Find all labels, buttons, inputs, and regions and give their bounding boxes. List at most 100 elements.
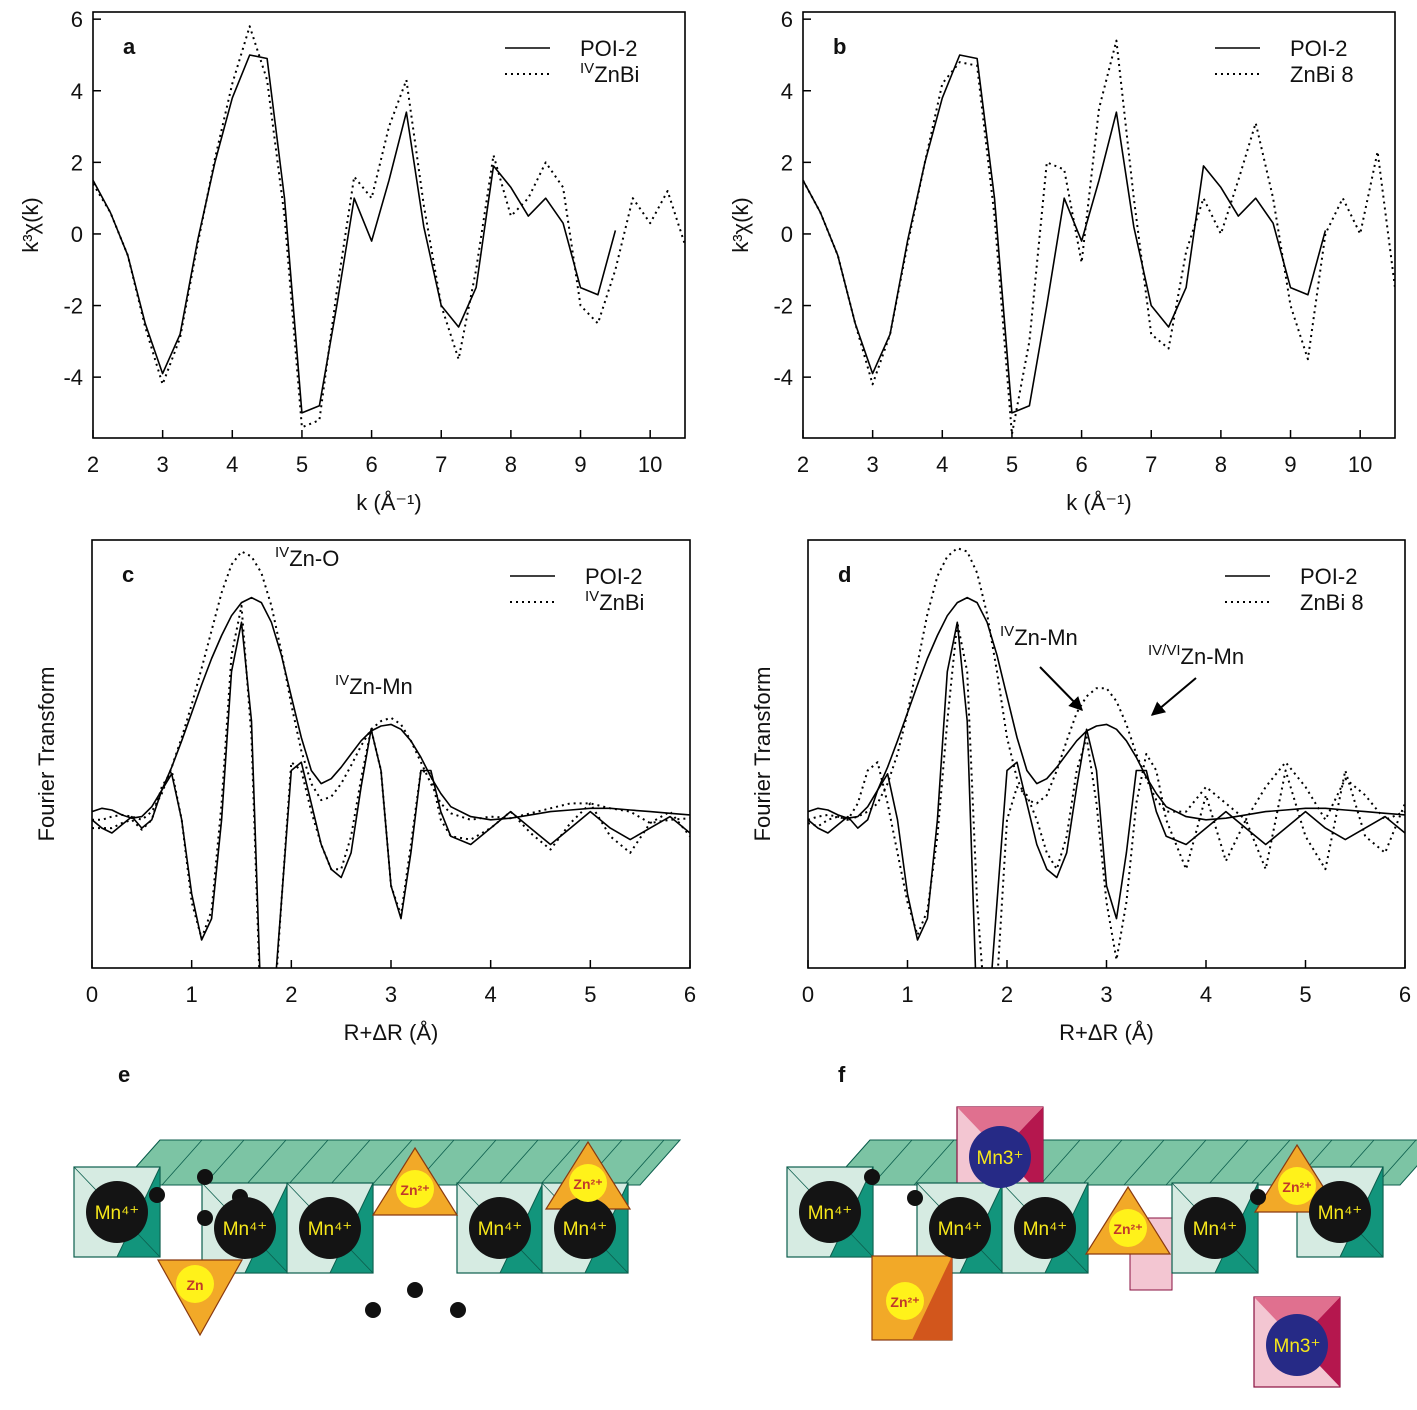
x-axis-label: k (Å⁻¹) [1066, 490, 1131, 515]
x-tick-label: 2 [285, 982, 297, 1007]
legend-label-sup: IV [585, 588, 599, 605]
mn3-ion [1266, 1314, 1328, 1376]
slab-edge [1039, 1139, 1081, 1186]
legend-label: POI-2 [1290, 36, 1347, 61]
x-tick-label: 2 [1001, 982, 1013, 1007]
mn4-ion [214, 1197, 276, 1259]
zn-ion [1109, 1209, 1147, 1247]
mn4-ion [86, 1181, 148, 1243]
legend-label: POI-2 [1300, 564, 1357, 589]
zn-side [912, 1256, 952, 1340]
oxygen-dot [149, 1187, 165, 1203]
oxygen-dot [1250, 1189, 1266, 1205]
oxygen-dot [450, 1302, 466, 1318]
x-tick-label: 1 [901, 982, 913, 1007]
ion-label: Mn⁴⁺ [95, 1203, 140, 1224]
legend-label: IVZnBi [585, 588, 644, 615]
ion-label: Zn²⁺ [1113, 1221, 1142, 1237]
x-tick-label: 6 [365, 452, 377, 477]
slab-edge [245, 1139, 287, 1186]
y-tick-label: 4 [71, 79, 83, 104]
ion-label: Mn3⁺ [1274, 1336, 1321, 1357]
panel-letter: b [833, 34, 846, 59]
y-tick-label: -2 [63, 294, 83, 319]
x-tick-label: 6 [1075, 452, 1087, 477]
ion-label: Mn⁴⁺ [1193, 1219, 1238, 1240]
x-tick-label: 8 [1215, 452, 1227, 477]
data-line [808, 596, 1405, 821]
ion-label: Mn3⁺ [977, 1148, 1024, 1169]
slab-edge [913, 1139, 955, 1186]
x-tick-label: 3 [385, 982, 397, 1007]
annotation-sup: IV [1000, 623, 1014, 640]
x-tick-label: 3 [1100, 982, 1112, 1007]
ion-label: Mn⁴⁺ [223, 1219, 268, 1240]
ion-label: Mn⁴⁺ [808, 1203, 853, 1224]
annotation: IVZn-Mn [1000, 623, 1078, 650]
annotation: IV/VIZn-Mn [1148, 642, 1244, 669]
slab-edge [539, 1139, 581, 1186]
x-tick-label: 8 [505, 452, 517, 477]
ion-label: Zn²⁺ [890, 1294, 919, 1310]
x-tick-label: 0 [802, 982, 814, 1007]
zn-ion [569, 1164, 607, 1202]
ion-label: Mn⁴⁺ [1318, 1203, 1363, 1224]
slab-edge [623, 1139, 665, 1186]
ion-label: Mn⁴⁺ [308, 1219, 353, 1240]
slab-edge [1165, 1139, 1207, 1186]
ion-label: Mn⁴⁺ [478, 1219, 523, 1240]
y-axis-label: k³χ(k) [18, 197, 43, 253]
slab-edge [1081, 1139, 1123, 1186]
chart-panel: c0 1 2 3 4 5 6R+ΔR (Å)Fourier TransformPOI-2IV… [34, 539, 696, 1045]
series-group [803, 39, 1395, 436]
legend-label-sup: IV [580, 60, 594, 77]
series-group [93, 25, 685, 429]
legend-label-text: ZnBi [594, 62, 639, 87]
x-tick-label: 2 [87, 452, 99, 477]
slab-edge [1123, 1139, 1165, 1186]
mn4-ion [1184, 1197, 1246, 1259]
slab-edge [329, 1139, 371, 1186]
oxygen-dot [197, 1169, 213, 1185]
ion-label: Zn²⁺ [400, 1182, 429, 1198]
slab-edge [1249, 1139, 1291, 1186]
data-line [803, 54, 1327, 414]
x-tick-label: 6 [1399, 982, 1411, 1007]
ion-label: Zn²⁺ [1282, 1179, 1311, 1195]
series-group [92, 550, 690, 968]
mn3-ion [969, 1126, 1031, 1188]
y-axis-label: k³χ(k) [728, 197, 753, 253]
annotation-sup: IV [335, 672, 349, 689]
legend-label-text: POI-2 [585, 564, 642, 589]
y-tick-label: 6 [71, 7, 83, 32]
panel-letter: a [123, 34, 136, 59]
x-axis-label: R+ΔR (Å) [344, 1020, 439, 1045]
oxygen-dot [365, 1302, 381, 1318]
y-axis-label: Fourier Transform [750, 667, 775, 842]
x-tick-label: 6 [684, 982, 696, 1007]
y-tick-label: 0 [781, 222, 793, 247]
annotation-arrow [1039, 666, 1083, 712]
legend-label-text: ZnBi [599, 590, 644, 615]
chart-panel: d0 1 2 3 4 5 6R+ΔR (Å)Fourier TransformPOI-2Zn… [750, 539, 1411, 1045]
zn-ion [396, 1170, 434, 1208]
x-tick-label: 9 [1284, 452, 1296, 477]
plot-frame [92, 11, 686, 439]
annotation-arrow [1150, 677, 1197, 716]
legend-label-text: POI-2 [580, 36, 637, 61]
oxygen-dot [907, 1190, 923, 1206]
chart-panel: b 2 3 4 5 6 7 8 9 10 6 4 2 0 -2 -4 k (Å⁻¹) k³χ(k) POI-2ZnB… [728, 7, 1396, 515]
slab-edge [455, 1139, 497, 1186]
x-tick-label: 7 [435, 452, 447, 477]
mn4-ion [299, 1197, 361, 1259]
x-tick-label: 3 [867, 452, 879, 477]
mn4-ion [1309, 1181, 1371, 1243]
x-tick-label: 10 [638, 452, 662, 477]
legend-label-text: ZnBi 8 [1290, 62, 1354, 87]
legend-label: POI-2 [580, 36, 637, 61]
panel-letter: e [118, 1062, 130, 1087]
mn4-ion [1014, 1197, 1076, 1259]
x-tick-label: 1 [186, 982, 198, 1007]
data-line [808, 621, 1405, 968]
zn-ion [1278, 1167, 1316, 1205]
